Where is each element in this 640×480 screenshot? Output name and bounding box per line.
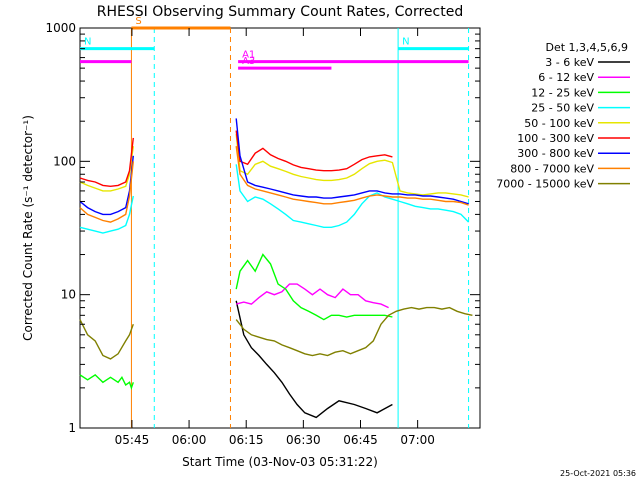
legend-label-4: 50 - 100 keV (524, 117, 594, 130)
series-line-3 (79, 164, 470, 234)
y-tick-label-1: 10 (61, 288, 76, 302)
x-tick-label-2: 06:15 (229, 433, 264, 447)
flag-label-4: A3 (242, 56, 255, 67)
chart-axes: 05:45 06:00 06:15 06:30 06:45 07:00 1 10 100 1000 (45, 21, 480, 447)
series-line-5 (79, 130, 393, 188)
flag-label-2: N (402, 37, 409, 48)
chart-legend: Det 1,3,4,5,6,9 3 - 6 keV 6 - 12 keV 12 - … (496, 41, 630, 191)
y-tick-label-3: 1000 (45, 21, 76, 35)
x-tick-label-1: 06:00 (172, 433, 207, 447)
series-line-7 (79, 146, 469, 223)
legend-label-6: 300 - 800 keV (517, 147, 594, 160)
series-line-2 (79, 253, 393, 391)
flag-label-0: S (135, 16, 141, 27)
footer-timestamp: 25-Oct-2021 05:36 (560, 469, 636, 478)
series-line-4 (79, 134, 469, 198)
legend-title: Det 1,3,4,5,6,9 (545, 41, 628, 54)
x-tick-label-4: 06:45 (343, 433, 378, 447)
legend-label-3: 25 - 50 keV (531, 102, 594, 115)
legend-label-8: 7000 - 15000 keV (496, 178, 594, 191)
flag-label-3: A1 (242, 50, 255, 61)
legend-label-1: 6 - 12 keV (538, 71, 594, 84)
plot-frame (79, 27, 481, 429)
y-tick-label-2: 100 (53, 154, 76, 168)
chart-title: RHESSI Observing Summary Count Rates, Co… (97, 4, 463, 20)
x-tick-label-0: 05:45 (115, 433, 150, 447)
y-axis-label: Corrected Count Rate (s⁻¹ detector⁻¹) (21, 115, 35, 341)
series-line-8 (79, 306, 473, 360)
flag-label-1: N (84, 37, 91, 48)
x-tick-label-3: 06:30 (286, 433, 321, 447)
legend-label-0: 3 - 6 keV (545, 56, 594, 69)
series-line-1 (236, 283, 389, 309)
series-line-6 (79, 118, 469, 216)
y-tick-label-0: 1 (68, 421, 76, 435)
series-line-0 (235, 300, 393, 419)
x-tick-label-5: 07:00 (400, 433, 435, 447)
legend-label-5: 100 - 300 keV (517, 132, 594, 145)
legend-label-2: 12 - 25 keV (531, 86, 594, 99)
x-axis-label: Start Time (03-Nov-03 05:31:22) (182, 455, 378, 469)
legend-label-7: 800 - 7000 keV (510, 162, 594, 175)
